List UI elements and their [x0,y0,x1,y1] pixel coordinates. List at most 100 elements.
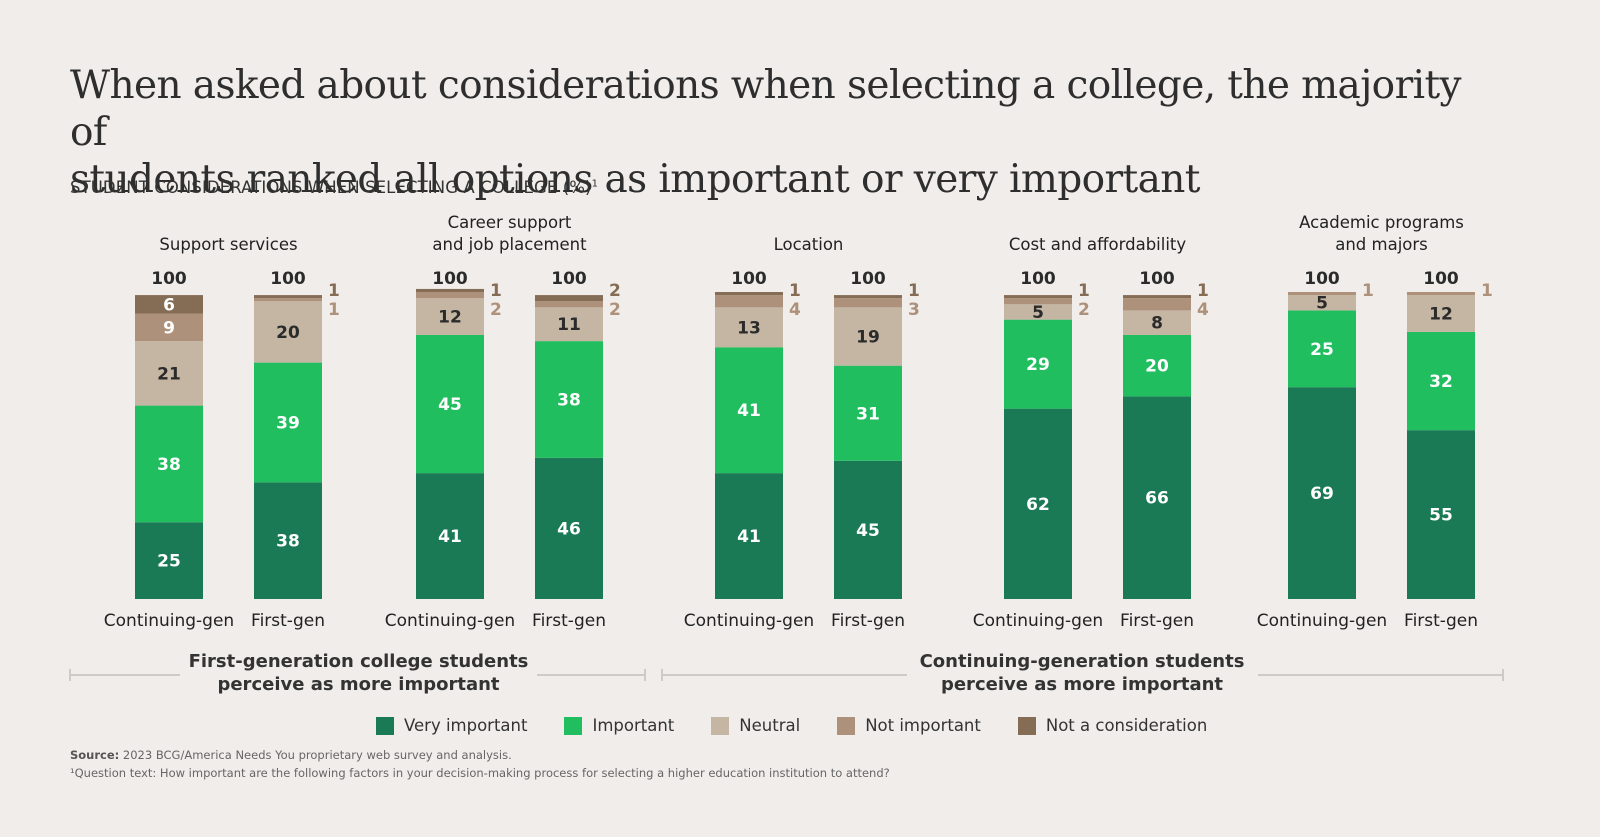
bar-segment-career-support-and-job-placement-continuing-gen-important [416,334,484,474]
title-line-1: When asked about considerations when sel… [70,63,1462,155]
segment-label-location-continuing-gen-important: 41 [737,401,761,421]
chart-title: When asked about considerations when sel… [70,62,1490,203]
total-label-cost-and-affordability-continuing-gen: 100 [1020,269,1056,289]
first-gen-bracket-line2: perceive as more important [217,674,500,695]
bar-segment-location-continuing-gen-very-important [715,473,783,599]
bar-segment-academic-programs-and-majors-first-gen-important [1407,331,1475,431]
segment-label-academic-programs-and-majors-first-gen-neutral: 12 [1429,304,1453,324]
category-title-academic-programs-and-majors: Academic programs [1299,213,1464,232]
segment-label-cost-and-affordability-first-gen-neutral: 8 [1151,314,1163,334]
legend-label: Not a consideration [1045,716,1208,735]
segment-label-academic-programs-and-majors-continuing-gen-neutral: 5 [1316,294,1328,314]
bar-segment-academic-programs-and-majors-first-gen-not-important [1407,292,1475,296]
legend-label: Very important [404,716,528,735]
side-label-location-continuing-gen-not-a-consideration: 1 [789,281,801,301]
title-line-2: students ranked all options as important… [70,157,1200,202]
segment-label-location-first-gen-important: 31 [856,404,880,424]
bar-segment-cost-and-affordability-continuing-gen-neutral [1004,304,1072,320]
bar-segment-support-services-first-gen-important [254,362,322,483]
segment-label-location-first-gen-very-important: 45 [856,521,880,541]
bar-segment-academic-programs-and-majors-first-gen-neutral [1407,295,1475,332]
first-gen-bracket-label: First-generation college students percei… [180,650,537,696]
continuing-gen-bracket-label: Continuing-generation students perceive … [907,650,1257,696]
source-note: Source: 2023 BCG/America Needs You propr… [70,748,512,762]
subtitle-text: STUDENT CONSIDERATIONS WHEN SELECTING A … [70,178,592,197]
bar-segment-location-first-gen-not-a-consideration [834,295,902,299]
legend-item-important: Important [564,716,674,735]
segment-label-cost-and-affordability-first-gen-very-important: 66 [1145,489,1169,509]
side-label-career-support-and-job-placement-continuing-gen-not-important: 2 [490,300,502,320]
bar-segment-location-first-gen-important [834,365,902,461]
segment-label-academic-programs-and-majors-first-gen-important: 32 [1429,372,1453,392]
segment-label-academic-programs-and-majors-continuing-gen-important: 25 [1310,340,1334,360]
segment-label-location-first-gen-neutral: 19 [856,328,880,348]
legend-label: Not important [865,716,981,735]
bar-segment-cost-and-affordability-continuing-gen-not-important [1004,298,1072,305]
segment-label-cost-and-affordability-first-gen-important: 20 [1145,357,1169,377]
side-label-career-support-and-job-placement-first-gen-not-a-consideration: 2 [609,281,621,301]
segment-label-support-services-continuing-gen-not-a-consideration: 6 [163,295,175,315]
bar-segment-academic-programs-and-majors-continuing-gen-very-important [1288,387,1356,599]
segment-label-support-services-first-gen-important: 39 [276,413,300,433]
bar-segment-career-support-and-job-placement-continuing-gen-not-important [416,292,484,299]
bar-segment-career-support-and-job-placement-continuing-gen-very-important [416,473,484,599]
total-label-support-services-first-gen: 100 [270,269,306,289]
side-label-academic-programs-and-majors-first-gen-not-important: 1 [1481,281,1493,301]
bar-segment-career-support-and-job-placement-first-gen-very-important [535,457,603,599]
total-label-career-support-and-job-placement-continuing-gen: 100 [432,269,468,289]
segment-label-support-services-first-gen-neutral: 20 [276,323,300,343]
x-label-support-services-continuing-gen: Continuing-gen [104,611,234,631]
side-label-support-services-first-gen-not-important: 1 [328,300,340,320]
legend: Very important Important Neutral Not imp… [376,716,1244,735]
source-label: Source: [70,748,120,762]
side-label-cost-and-affordability-continuing-gen-not-a-consideration: 1 [1078,281,1090,301]
bar-segment-support-services-first-gen-very-important [254,482,322,599]
bar-segment-location-continuing-gen-not-important [715,295,783,308]
side-label-support-services-first-gen-not-a-consideration: 1 [328,281,340,301]
bar-segment-cost-and-affordability-first-gen-not-a-consideration [1123,295,1191,299]
x-label-support-services-first-gen: First-gen [251,611,325,631]
source-text: 2023 BCG/America Needs You proprietary w… [122,748,512,762]
bar-segment-academic-programs-and-majors-continuing-gen-not-important [1288,292,1356,296]
bar-segment-support-services-continuing-gen-important [135,405,203,523]
category-title-career-support-and-job-placement: Career support [448,213,572,232]
bar-segment-career-support-and-job-placement-first-gen-not-a-consideration [535,295,603,302]
total-label-location-continuing-gen: 100 [731,269,767,289]
bar-segment-cost-and-affordability-continuing-gen-important [1004,319,1072,409]
segment-label-career-support-and-job-placement-continuing-gen-very-important: 41 [438,527,462,547]
total-label-cost-and-affordability-first-gen: 100 [1139,269,1175,289]
segment-label-career-support-and-job-placement-first-gen-important: 38 [557,390,581,410]
bar-segment-cost-and-affordability-continuing-gen-not-a-consideration [1004,295,1072,299]
side-label-cost-and-affordability-first-gen-not-a-consideration: 1 [1197,281,1209,301]
x-label-cost-and-affordability-continuing-gen: Continuing-gen [973,611,1103,631]
chart-subtitle: STUDENT CONSIDERATIONS WHEN SELECTING A … [70,178,598,197]
legend-swatch-not-a-consideration [1017,716,1036,735]
legend-item-neutral: Neutral [711,716,800,735]
category-title-location: Location [774,235,844,254]
side-label-cost-and-affordability-continuing-gen-not-important: 2 [1078,300,1090,320]
side-label-location-continuing-gen-not-important: 4 [789,300,801,320]
segment-label-cost-and-affordability-continuing-gen-very-important: 62 [1026,495,1050,515]
bar-segment-location-continuing-gen-important [715,347,783,474]
legend-swatch-not-important [837,716,856,735]
segment-label-career-support-and-job-placement-continuing-gen-neutral: 12 [438,308,462,328]
bar-segment-location-first-gen-neutral [834,307,902,366]
x-label-academic-programs-and-majors-continuing-gen: Continuing-gen [1257,611,1387,631]
continuing-gen-bracket-line2: perceive as more important [940,674,1224,695]
question-footnote: ¹Question text: How important are the fo… [70,766,890,780]
bar-segment-career-support-and-job-placement-first-gen-neutral [535,307,603,342]
legend-swatch-important [564,716,583,735]
segment-label-location-continuing-gen-neutral: 13 [737,318,761,338]
bar-segment-support-services-first-gen-not-a-consideration [254,295,322,299]
bar-segment-academic-programs-and-majors-first-gen-very-important [1407,430,1475,599]
bar-segment-cost-and-affordability-continuing-gen-very-important [1004,408,1072,599]
bar-segment-location-continuing-gen-not-a-consideration [715,292,783,296]
subtitle-footnote-mark: 1 [591,178,599,190]
segment-label-cost-and-affordability-continuing-gen-neutral: 5 [1032,303,1044,323]
side-label-career-support-and-job-placement-continuing-gen-not-a-consideration: 1 [490,281,502,301]
total-label-career-support-and-job-placement-first-gen: 100 [551,269,587,289]
segment-label-support-services-continuing-gen-neutral: 21 [157,364,181,384]
segment-label-career-support-and-job-placement-continuing-gen-important: 45 [438,395,462,415]
x-label-cost-and-affordability-first-gen: First-gen [1120,611,1194,631]
